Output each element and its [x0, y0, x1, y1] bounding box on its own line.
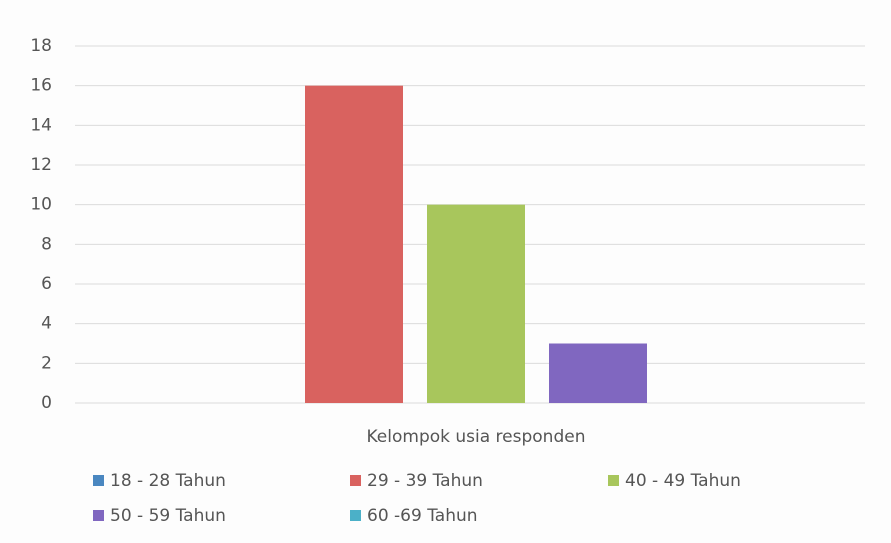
y-tick-label: 12 [30, 155, 52, 175]
y-tick-label: 4 [41, 314, 52, 334]
legend-swatch [350, 510, 361, 521]
bar [549, 343, 647, 403]
legend-label: 50 - 59 Tahun [110, 506, 226, 526]
legend-label: 29 - 39 Tahun [367, 471, 483, 491]
y-tick-label: 8 [41, 234, 52, 254]
y-tick-label: 6 [41, 274, 52, 294]
legend-label: 18 - 28 Tahun [110, 471, 226, 491]
legend-label: 60 -69 Tahun [367, 506, 478, 526]
x-tick-label: Kelompok usia responden [367, 427, 586, 447]
bar [305, 85, 403, 404]
legend-swatch [93, 510, 104, 521]
y-tick-label: 18 [30, 36, 52, 56]
legend-swatch [608, 475, 619, 486]
legend-label: 40 - 49 Tahun [625, 471, 741, 491]
legend-swatch [350, 475, 361, 486]
y-tick-label: 14 [30, 115, 52, 135]
bar [427, 204, 525, 403]
y-tick-label: 16 [30, 76, 52, 96]
y-tick-label: 10 [30, 195, 52, 215]
legend-swatch [93, 475, 104, 486]
y-tick-label: 0 [41, 393, 52, 413]
y-tick-label: 2 [41, 353, 52, 373]
